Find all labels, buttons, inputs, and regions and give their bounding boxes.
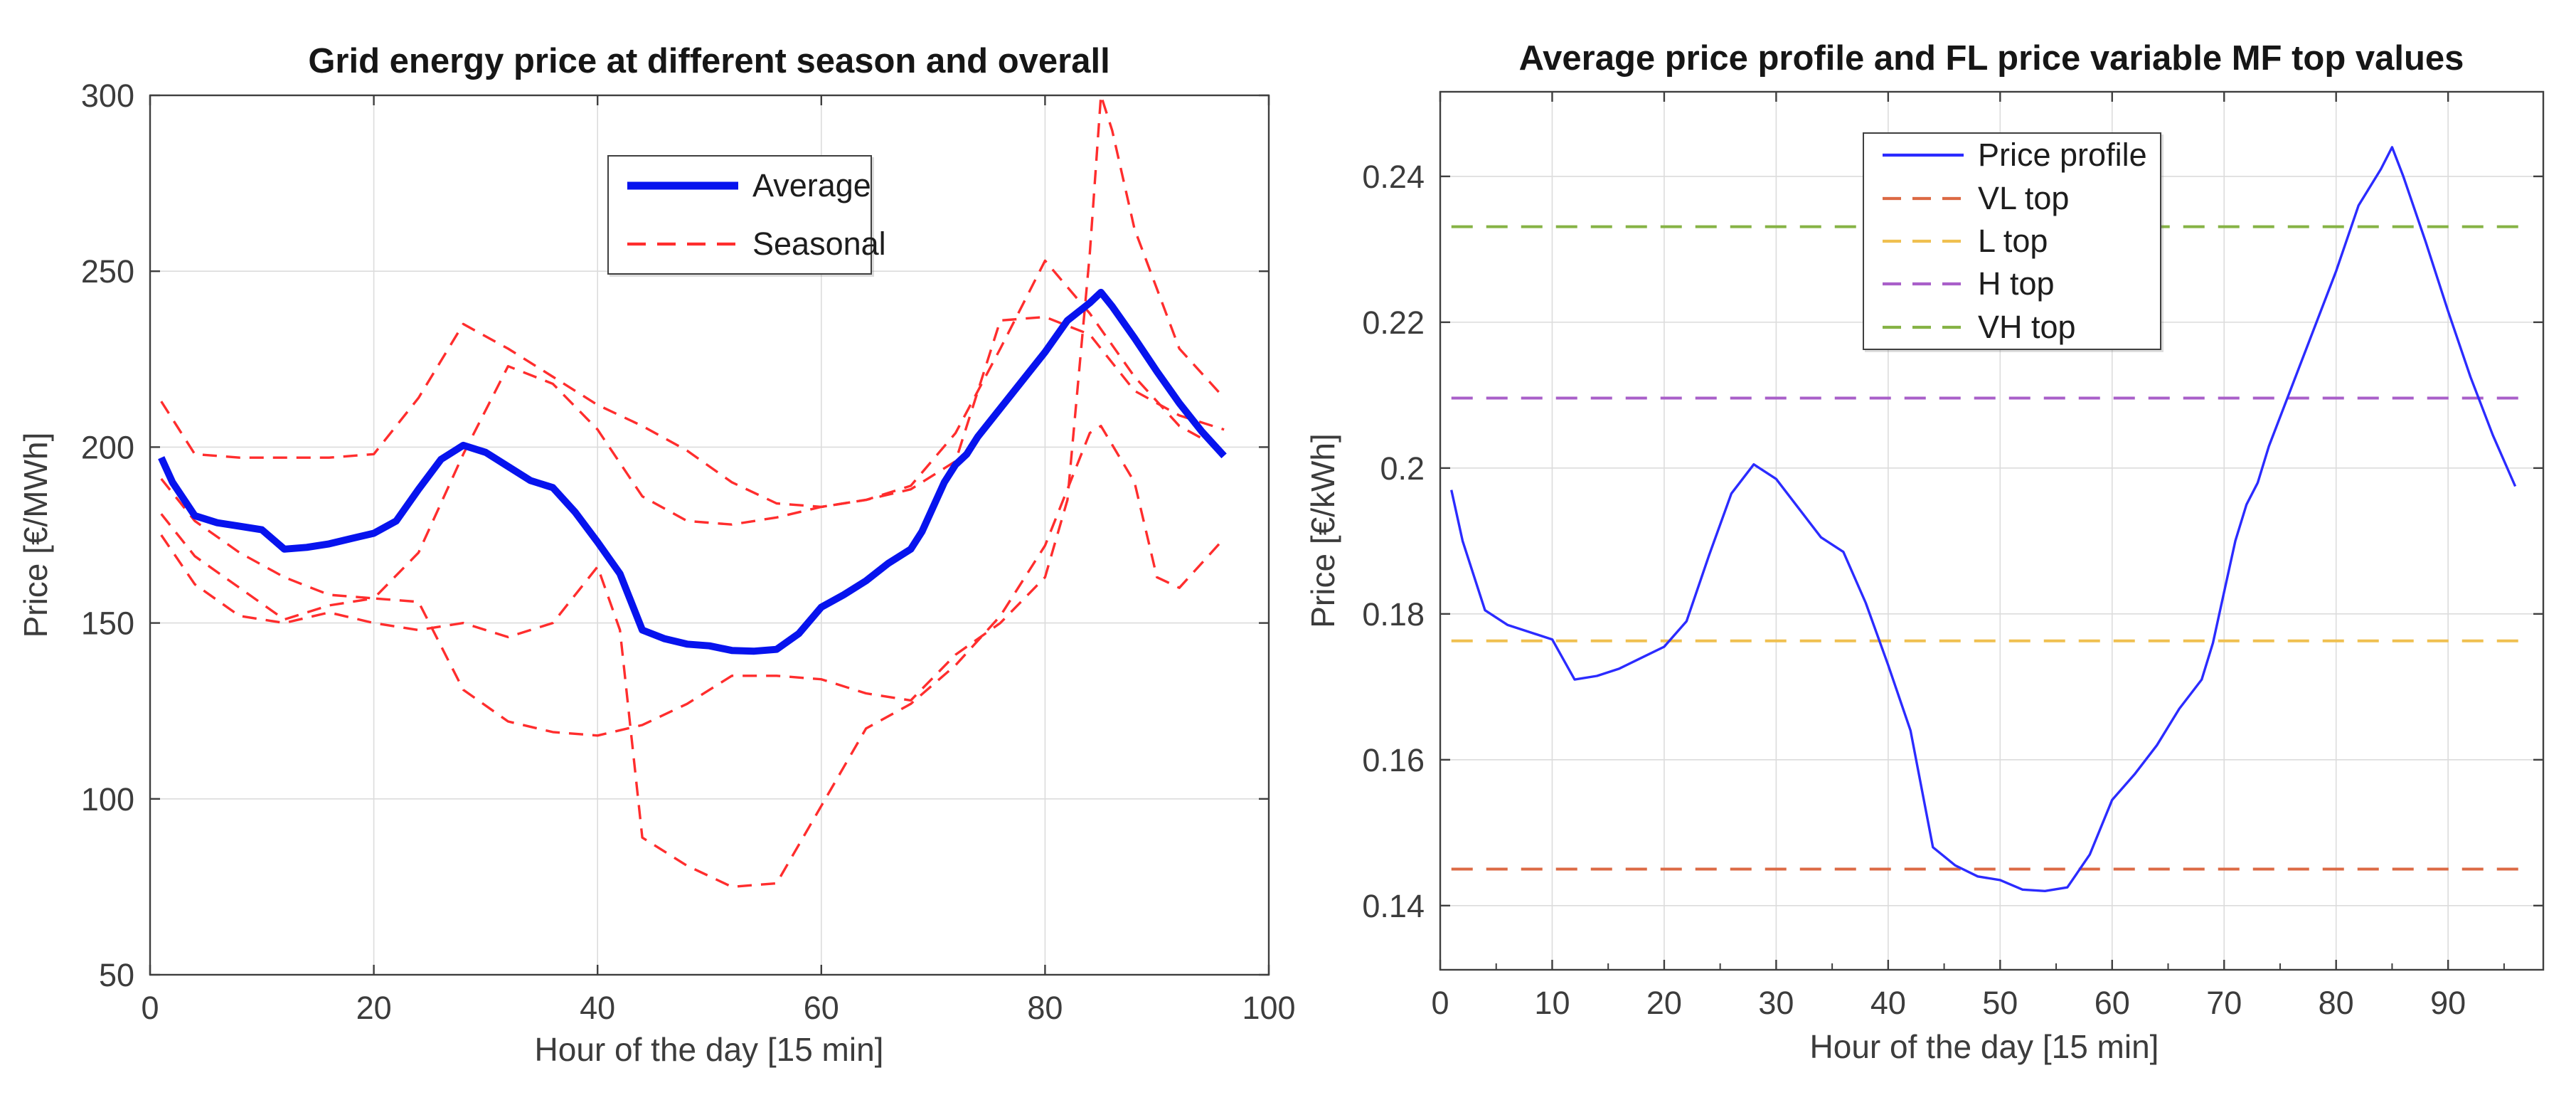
y-tick-label: 0.16	[1362, 742, 1425, 778]
left-chart-legend: Average Seasonal	[607, 155, 886, 275]
x-tick-label: 0	[1431, 985, 1449, 1021]
legend-line-swatch	[627, 242, 738, 246]
x-tick-label: 40	[580, 990, 615, 1026]
legend-item-price-profile: Price profile	[1864, 137, 2160, 174]
series-line-price-profile	[1450, 146, 2517, 893]
legend-item-vh-top: VH top	[1864, 309, 2160, 346]
right-chart-title: Average price profile and FL price varia…	[1518, 39, 2464, 78]
x-tick-label: 30	[1758, 985, 1794, 1021]
legend-label: VH top	[1978, 308, 2076, 345]
y-tick-label: 0.2	[1380, 450, 1425, 487]
x-tick-label: 0	[141, 990, 159, 1026]
x-tick-label: 10	[1534, 985, 1570, 1021]
x-tick-label: 80	[2319, 985, 2354, 1021]
legend-line-swatch	[1883, 282, 1964, 286]
right-y-axis-label: Price [€/kWh]	[1304, 433, 1341, 628]
x-tick-label: 40	[1870, 985, 1906, 1021]
right-chart-legend: Price profile VL top L top H top VH top	[1863, 132, 2161, 350]
x-tick-label: 100	[1242, 990, 1295, 1026]
legend-item-seasonal: Seasonal	[609, 226, 886, 263]
legend-line-swatch	[1883, 325, 1964, 329]
y-tick-label: 150	[81, 605, 134, 642]
left-x-axis-label: Hour of the day [15 min]	[534, 1031, 884, 1068]
x-tick-label: 20	[356, 990, 392, 1026]
legend-item-vl-top: VL top	[1864, 180, 2160, 217]
legend-label: L top	[1978, 222, 2048, 259]
y-tick-label: 100	[81, 781, 134, 818]
legend-item-l-top: L top	[1864, 223, 2160, 260]
y-tick-label: 250	[81, 253, 134, 290]
y-tick-label: 0.24	[1362, 159, 1425, 195]
x-tick-label: 60	[2095, 985, 2130, 1021]
series-line-seasonal-1	[160, 259, 1225, 509]
legend-line-swatch	[1883, 239, 1964, 243]
x-tick-label: 90	[2430, 985, 2466, 1021]
legend-line-swatch	[1883, 196, 1964, 200]
legend-label: Price profile	[1978, 137, 2147, 174]
y-tick-label: 0.14	[1362, 888, 1425, 924]
axes-border	[149, 94, 1270, 976]
chart-1: 0 10 20 30 40 50 60 70 80 90 0.14 0.16 0.18 0.2 0.22 0.…	[1362, 90, 2545, 1021]
x-tick-label: 80	[1027, 990, 1063, 1026]
x-tick-label: 60	[804, 990, 839, 1026]
x-tick-label: 70	[2206, 985, 2242, 1021]
legend-label: Seasonal	[752, 226, 886, 262]
legend-line-swatch	[627, 181, 738, 190]
left-chart-title: Grid energy price at different season an…	[308, 42, 1110, 80]
legend-item-h-top: H top	[1864, 265, 2160, 302]
y-tick-label: 0.18	[1362, 596, 1425, 633]
y-tick-label: 200	[81, 429, 134, 465]
right-x-axis-label: Hour of the day [15 min]	[1809, 1028, 2159, 1065]
legend-label: H top	[1978, 265, 2055, 302]
y-tick-label: 300	[81, 78, 134, 114]
axes-border	[1439, 90, 2545, 971]
legend-label: VL top	[1978, 179, 2070, 216]
legend-label: Average	[752, 167, 871, 203]
series-line-seasonal-3	[160, 94, 1225, 737]
x-tick-label: 50	[1982, 985, 2018, 1021]
y-tick-label: 0.22	[1362, 305, 1425, 341]
legend-item-average: Average	[609, 167, 871, 204]
series-line-average	[158, 288, 1227, 655]
y-tick-label: 50	[99, 957, 134, 993]
x-tick-label: 20	[1646, 985, 1682, 1021]
left-y-axis-label: Price [€/MWh]	[17, 432, 54, 638]
legend-line-swatch	[1883, 154, 1964, 157]
